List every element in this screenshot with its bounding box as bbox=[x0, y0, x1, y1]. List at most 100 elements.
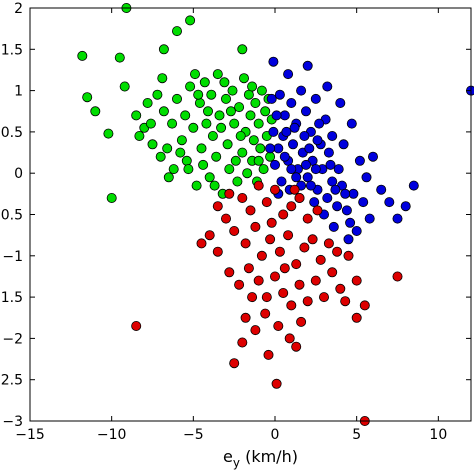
data-point bbox=[332, 201, 343, 212]
data-point bbox=[296, 85, 307, 96]
data-point bbox=[314, 118, 325, 129]
data-point bbox=[240, 312, 251, 323]
data-point bbox=[250, 98, 261, 109]
data-point bbox=[193, 89, 204, 100]
data-point bbox=[269, 271, 280, 282]
data-point bbox=[247, 292, 258, 303]
data-point bbox=[310, 93, 321, 104]
y-tick-label: 2.5 bbox=[1, 373, 23, 389]
data-point bbox=[119, 81, 130, 92]
data-point bbox=[289, 122, 300, 133]
data-point bbox=[294, 192, 305, 203]
data-point bbox=[392, 213, 403, 224]
data-point bbox=[209, 180, 220, 191]
data-point bbox=[155, 151, 166, 162]
data-point bbox=[408, 180, 419, 191]
data-point bbox=[274, 89, 285, 100]
data-point bbox=[286, 201, 297, 212]
x-tick-label: −15 bbox=[15, 427, 45, 443]
y-tick-label: 1.5 bbox=[1, 42, 23, 58]
data-point bbox=[82, 92, 93, 103]
x-tick-label: 10 bbox=[429, 427, 447, 443]
data-point bbox=[307, 234, 318, 245]
data-point bbox=[294, 279, 305, 290]
data-point bbox=[238, 73, 249, 84]
data-point bbox=[171, 26, 182, 37]
data-point bbox=[237, 337, 248, 348]
data-point bbox=[225, 106, 236, 117]
data-point bbox=[283, 230, 294, 241]
data-point bbox=[309, 197, 320, 208]
data-point bbox=[354, 155, 365, 166]
data-point bbox=[261, 292, 272, 303]
data-point bbox=[211, 151, 222, 162]
data-point bbox=[234, 102, 245, 113]
data-point bbox=[305, 180, 316, 191]
data-point bbox=[271, 378, 282, 389]
data-point bbox=[291, 341, 302, 352]
data-point bbox=[229, 118, 240, 129]
data-point bbox=[77, 50, 88, 61]
data-point bbox=[261, 197, 272, 208]
data-point bbox=[142, 98, 153, 109]
data-point bbox=[333, 164, 344, 175]
data-point bbox=[185, 81, 196, 92]
data-point bbox=[312, 205, 323, 216]
x-tick-label: −10 bbox=[97, 427, 127, 443]
data-point bbox=[201, 118, 212, 129]
data-point bbox=[302, 213, 313, 224]
data-point bbox=[286, 164, 297, 175]
data-point bbox=[147, 139, 158, 150]
data-point bbox=[224, 267, 235, 278]
y-tick-label: −1 bbox=[2, 249, 23, 265]
y-tick-label: 0.5 bbox=[1, 125, 23, 141]
data-point bbox=[103, 128, 114, 139]
data-point bbox=[278, 287, 289, 298]
data-point bbox=[332, 246, 343, 257]
data-point bbox=[302, 296, 313, 307]
data-point bbox=[260, 106, 271, 117]
y-tick-label: 0.5 bbox=[1, 208, 23, 224]
data-point bbox=[248, 135, 259, 146]
data-point bbox=[258, 164, 269, 175]
data-point bbox=[207, 130, 218, 141]
data-point bbox=[256, 85, 267, 96]
data-point bbox=[318, 292, 329, 303]
data-point bbox=[253, 275, 264, 286]
data-point bbox=[175, 147, 186, 158]
axis-ticks bbox=[29, 7, 471, 422]
data-point bbox=[212, 246, 223, 257]
data-point bbox=[312, 135, 323, 146]
data-point bbox=[220, 93, 231, 104]
data-point bbox=[302, 172, 313, 183]
y-tick-label: −3 bbox=[2, 414, 23, 430]
data-point bbox=[191, 180, 202, 191]
data-point bbox=[351, 312, 362, 323]
data-point bbox=[278, 209, 289, 220]
data-point bbox=[131, 320, 142, 331]
data-point bbox=[351, 275, 362, 286]
data-point bbox=[219, 77, 230, 88]
data-point bbox=[180, 110, 191, 121]
data-point bbox=[271, 110, 282, 121]
data-point bbox=[291, 172, 302, 183]
data-point bbox=[323, 238, 334, 249]
data-point bbox=[304, 143, 315, 154]
data-point bbox=[296, 316, 307, 327]
data-point bbox=[163, 172, 174, 183]
data-point bbox=[157, 73, 168, 84]
data-point bbox=[310, 164, 321, 175]
data-point bbox=[185, 15, 196, 26]
data-point bbox=[158, 44, 169, 55]
data-point bbox=[189, 69, 200, 80]
data-point bbox=[376, 184, 387, 195]
x-axis-label-unit: (km/h) bbox=[240, 447, 298, 466]
data-point bbox=[114, 52, 125, 63]
data-point bbox=[286, 300, 297, 311]
data-point bbox=[196, 143, 207, 154]
data-point bbox=[260, 308, 271, 319]
data-point bbox=[250, 221, 261, 232]
data-point bbox=[202, 106, 213, 117]
data-point bbox=[268, 126, 279, 137]
data-point bbox=[158, 106, 169, 117]
